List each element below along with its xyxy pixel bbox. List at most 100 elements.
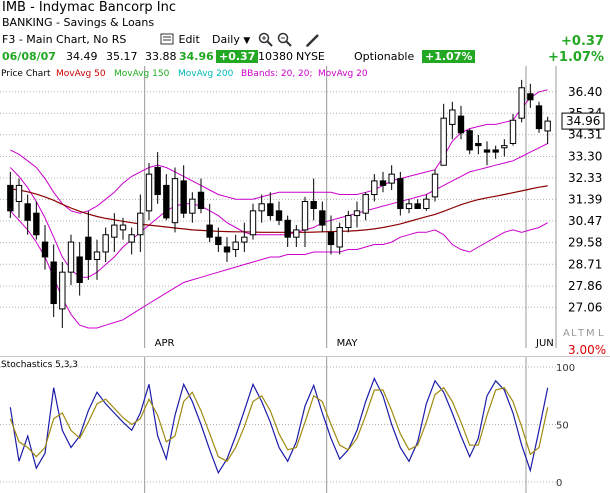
candle-body — [206, 224, 213, 238]
candle-body — [483, 149, 491, 153]
legend-price-chart: Price Chart — [1, 69, 51, 79]
price-tick-label: 34.31 — [568, 128, 602, 142]
price-tick-label: 27.06 — [568, 300, 602, 314]
candle-body — [527, 93, 534, 101]
candle-body — [518, 87, 525, 119]
ma20-line — [9, 143, 548, 278]
zoom-in-icon[interactable] — [258, 32, 274, 51]
last-price-label: 34.96 — [566, 114, 600, 128]
candle-body — [544, 120, 551, 132]
candle-body — [163, 184, 170, 219]
candle-body — [41, 241, 49, 258]
legend-ma50: MovAvg 50 — [56, 69, 106, 79]
candle-body — [327, 231, 335, 246]
candle-body — [310, 200, 317, 209]
candle-body — [145, 173, 153, 212]
period-label: Daily — [212, 33, 240, 46]
legend-bbands: BBands: 20, 20; — [241, 69, 313, 79]
candle-body — [345, 215, 352, 228]
security-sector: BANKING - Savings & Loans — [2, 16, 155, 29]
candle-body — [215, 236, 222, 246]
candle-body — [379, 180, 387, 186]
last-price-box — [561, 112, 605, 130]
stoch-line-k — [9, 377, 549, 475]
candle-body — [171, 178, 179, 224]
candle-body — [232, 241, 239, 250]
draw-pencil-icon[interactable] — [304, 32, 320, 51]
candle-body — [180, 180, 187, 214]
candle-body — [414, 203, 421, 209]
candle-body — [119, 224, 127, 231]
candle-body — [102, 234, 109, 253]
scale-percent: 3.00% — [568, 343, 606, 356]
scale-btn-a[interactable]: A — [563, 328, 570, 339]
scale-btn-l2[interactable]: L — [598, 328, 604, 339]
price-tick-label: 27.86 — [568, 279, 602, 293]
candle-body — [249, 210, 257, 236]
stoch-title: Stochastics 5,3,3 — [1, 360, 78, 370]
optionable-label: Optionable — [354, 50, 415, 63]
candle-body — [258, 203, 265, 212]
stochastics-chart[interactable]: Stochastics 5,3,3 100 50 0 — [0, 357, 610, 493]
candle-body — [431, 173, 439, 198]
legend-ma20: MovAvg 20 — [318, 69, 368, 79]
price-tick-label: 29.58 — [568, 236, 602, 250]
candle-body — [362, 194, 369, 214]
security-title: IMB - Indymac Bancorp Inc — [2, 0, 177, 15]
quote-low: 33.88 — [145, 50, 177, 63]
candle-body — [128, 234, 135, 243]
scale-btn-m[interactable]: M — [586, 328, 595, 339]
candle-body — [535, 105, 543, 130]
price-tick-label: 36.40 — [568, 85, 602, 99]
candle-body — [440, 117, 447, 166]
candle-body — [33, 212, 40, 236]
candle-body — [388, 173, 395, 184]
candle-body — [189, 198, 196, 214]
candle-body — [111, 224, 118, 238]
candle-body — [466, 130, 473, 151]
chart-selector[interactable]: F3 - Main Chart, No RS — [2, 33, 127, 46]
candle-body — [475, 142, 482, 147]
price-tick-label: 30.47 — [568, 214, 602, 228]
scale-btn-t[interactable]: T — [577, 328, 585, 339]
right-pct-change: +1.07% — [548, 50, 604, 65]
quote-high: 35.17 — [106, 50, 138, 63]
candle-body — [284, 219, 291, 238]
candle-body — [397, 178, 404, 209]
panel-divider — [0, 356, 610, 357]
zoom-out-icon[interactable] — [277, 32, 293, 51]
candle-body — [336, 226, 343, 248]
candle-body — [501, 145, 508, 149]
stoch-tick-label: 50 — [556, 421, 569, 432]
candle-body — [50, 261, 57, 305]
candle-body — [319, 210, 326, 226]
candle-body — [353, 210, 361, 217]
candle-body — [423, 198, 430, 209]
candle-body — [241, 236, 248, 243]
x-tick-label: JUN — [535, 338, 554, 349]
edit-label: Edit — [178, 33, 200, 46]
legend-ma200: MovAvg 200 — [178, 69, 234, 79]
candle-body — [223, 246, 231, 253]
price-chart[interactable]: 36.4035.3434.3133.3032.3331.3930.4729.58… — [0, 66, 610, 356]
period-select[interactable]: Daily ▼ — [212, 33, 250, 46]
x-tick-label: APR — [155, 338, 175, 349]
quote-open: 34.49 — [66, 50, 98, 63]
price-tick-label: 31.39 — [568, 192, 602, 206]
chevron-down-icon: ▼ — [243, 36, 251, 46]
candle-body — [405, 203, 413, 209]
candle-body — [67, 241, 75, 273]
scale-btn-l[interactable]: L — [571, 328, 577, 339]
candle-body — [85, 236, 92, 260]
edit-button[interactable]: Edit — [160, 32, 200, 46]
candle-body — [301, 200, 309, 231]
candle-body — [509, 119, 517, 144]
candle-body — [76, 256, 83, 283]
bollinger-upper-line — [10, 89, 548, 214]
candle-body — [293, 229, 300, 238]
pct-change-badge: +1.07% — [422, 50, 476, 63]
candle-body — [267, 203, 274, 217]
candle-body — [137, 212, 144, 236]
stoch-line-d — [9, 386, 549, 463]
price-tick-label: 32.33 — [568, 171, 602, 185]
